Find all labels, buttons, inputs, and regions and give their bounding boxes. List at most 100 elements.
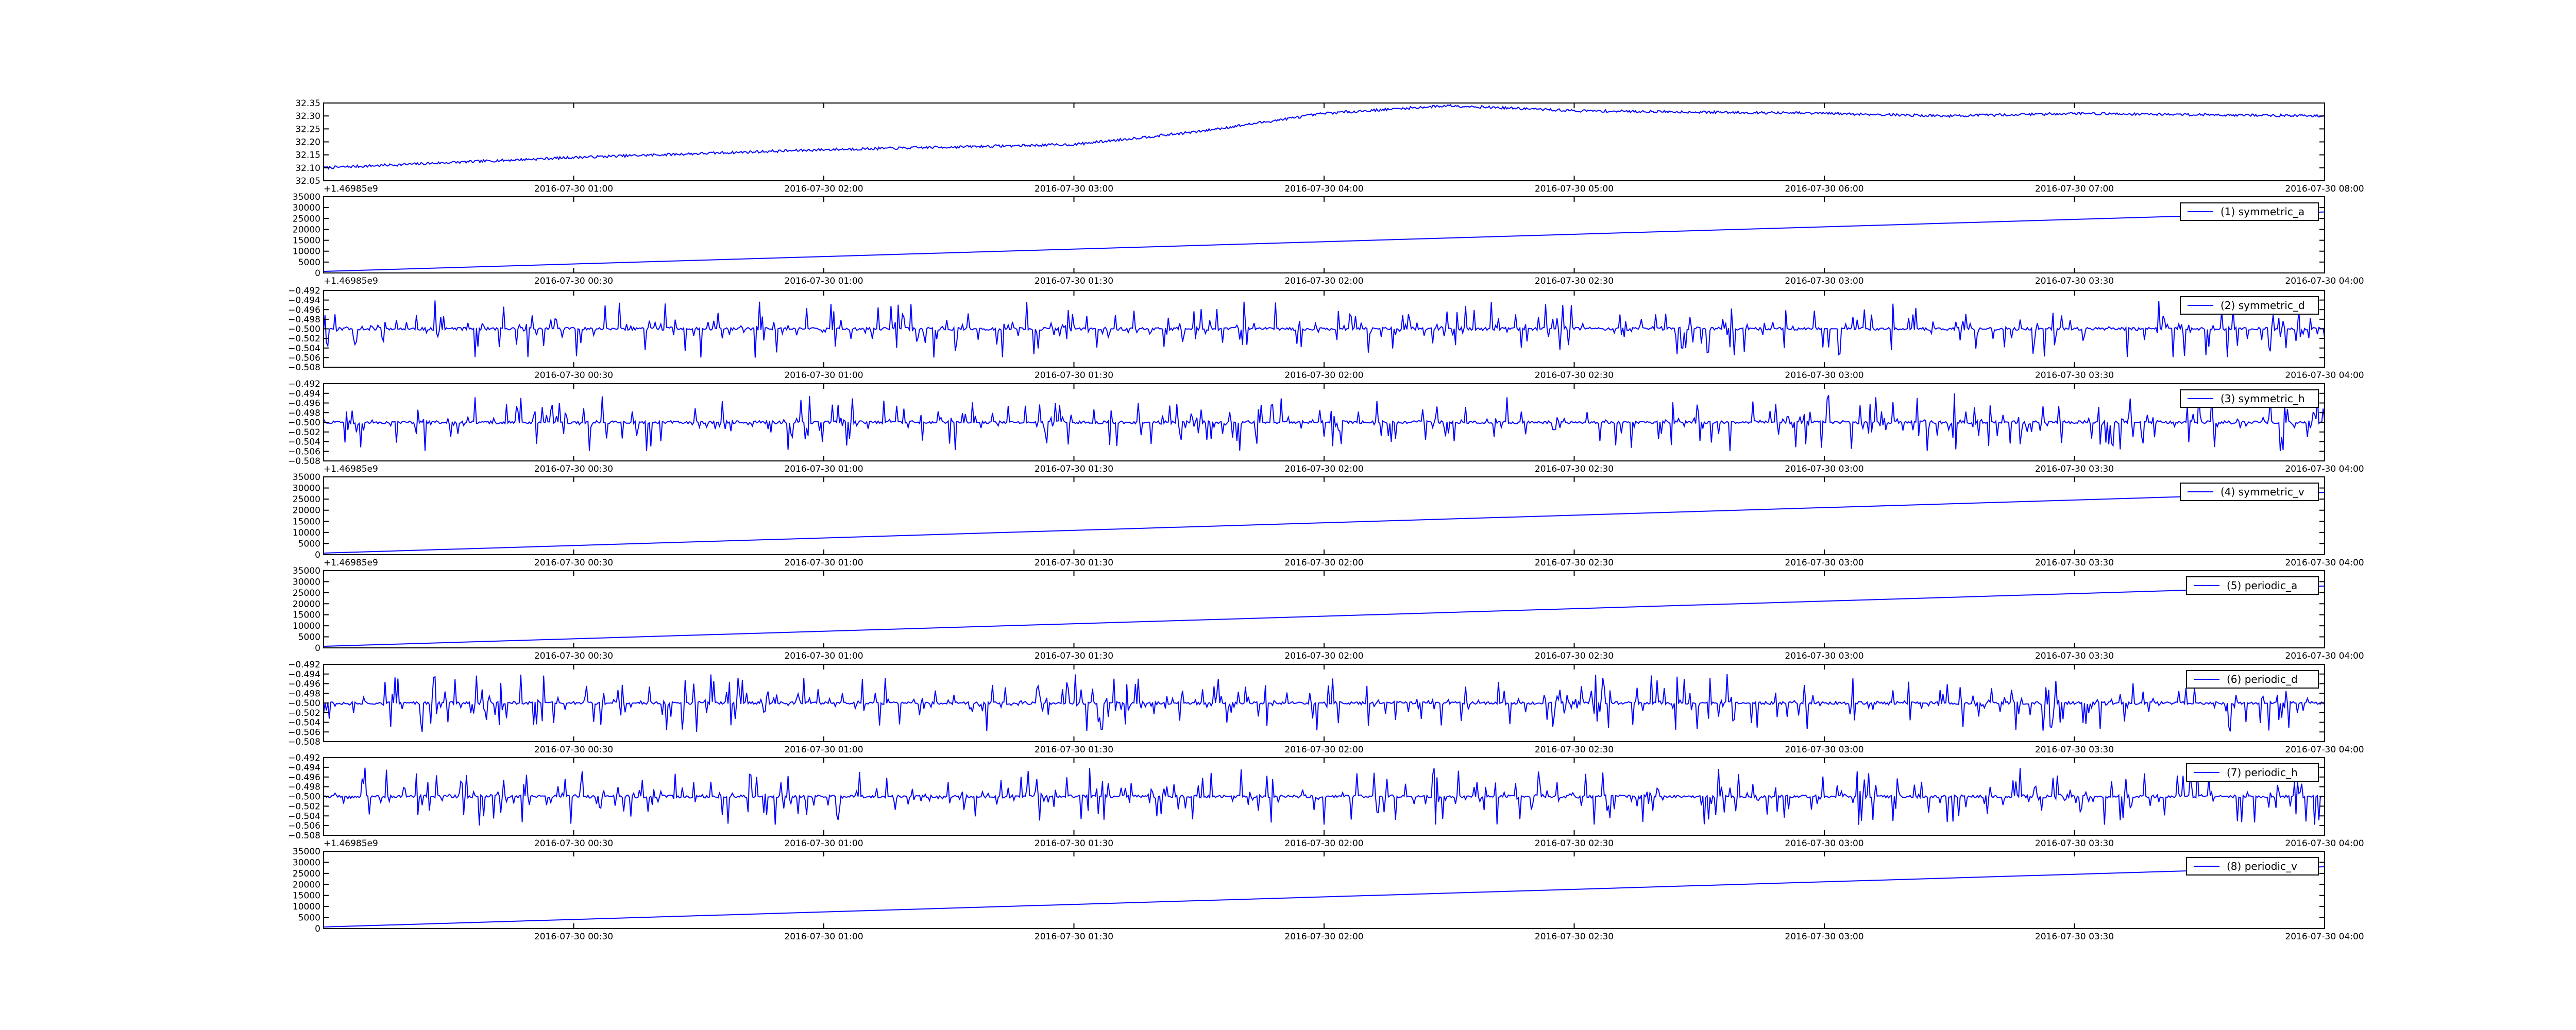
y-tick-label: 5000 [298, 539, 320, 549]
x-tick-label: 2016-07-30 01:30 [1035, 370, 1113, 381]
x-tick-label: 2016-07-30 01:00 [784, 464, 863, 474]
axes-frame [323, 851, 2325, 929]
y-tick-label: −0.504 [288, 344, 320, 354]
x-tick-label: 2016-07-30 04:00 [2285, 558, 2364, 568]
y-tick-label: 15000 [293, 891, 320, 901]
x-tick-label: 2016-07-30 02:30 [1535, 276, 1614, 286]
x-tick-label: 2016-07-30 03:30 [2035, 932, 2114, 942]
x-tick-label: 2016-07-30 02:00 [1284, 370, 1363, 381]
x-tick-label: 2016-07-30 06:00 [1785, 184, 1863, 194]
y-tick-label: −0.500 [288, 418, 320, 428]
subplot-8: −0.492−0.494−0.496−0.498−0.500−0.502−0.5… [288, 753, 2364, 849]
series-line-8 [324, 767, 2325, 826]
subplot-3: −0.492−0.494−0.496−0.498−0.500−0.502−0.5… [288, 286, 2364, 381]
x-tick-label: 2016-07-30 01:30 [1035, 558, 1113, 568]
x-tick-label: 2016-07-30 02:00 [784, 184, 863, 194]
y-tick-label: 25000 [293, 869, 320, 879]
x-tick-label: 2016-07-30 01:30 [1035, 276, 1113, 286]
x-tick-label: 2016-07-30 04:00 [2285, 932, 2364, 942]
x-tick-label: 2016-07-30 00:30 [534, 370, 613, 381]
y-tick-label: 35000 [293, 192, 320, 202]
legend-label: (4) symmetric_v [2221, 486, 2304, 498]
x-tick-label: 2016-07-30 03:00 [1035, 184, 1113, 194]
y-tick-label: 20000 [293, 880, 320, 890]
y-tick-label: 10000 [293, 528, 320, 538]
y-tick-label: 20000 [293, 225, 320, 235]
y-tick-label: −0.500 [288, 698, 320, 709]
y-tick-label: 32.25 [295, 124, 320, 134]
legend: (5) periodic_a [2186, 576, 2319, 595]
y-tick-label: −0.504 [288, 811, 320, 821]
y-tick-label: 5000 [298, 632, 320, 643]
legend-label: (7) periodic_h [2227, 766, 2298, 779]
x-tick-label: 2016-07-30 03:30 [2035, 651, 2114, 661]
y-tick-label: −0.508 [288, 737, 320, 747]
x-tick-label: 2016-07-30 01:00 [784, 745, 863, 755]
x-tick-label: 2016-07-30 03:00 [1785, 932, 1863, 942]
y-tick-label: 5000 [298, 258, 320, 268]
x-tick-label: 2016-07-30 01:00 [784, 370, 863, 381]
axes-frame [323, 570, 2325, 648]
y-tick-label: −0.494 [288, 670, 320, 680]
y-tick-label: 0 [315, 643, 320, 654]
x-tick-label: 2016-07-30 01:00 [784, 651, 863, 661]
y-tick-label: −0.506 [288, 353, 320, 363]
x-tick-label: 2016-07-30 04:00 [1284, 184, 1363, 194]
y-tick-label: −0.504 [288, 718, 320, 728]
x-tick-label: 2016-07-30 03:00 [1785, 464, 1863, 474]
y-tick-label: −0.502 [288, 427, 320, 438]
y-tick-label: −0.506 [288, 727, 320, 737]
legend: (2) symmetric_d [2180, 296, 2319, 315]
x-tick-label: 2016-07-30 03:00 [1785, 558, 1863, 568]
y-tick-label: −0.508 [288, 831, 320, 841]
y-tick-label: 25000 [293, 214, 320, 224]
x-tick-label: 2016-07-30 02:30 [1535, 838, 1614, 849]
y-tick-label: 32.35 [295, 98, 320, 109]
x-offset-label: +1.46985e9 [324, 838, 378, 849]
x-tick-label: 2016-07-30 01:30 [1035, 932, 1113, 942]
legend-label: (5) periodic_a [2227, 579, 2297, 592]
y-tick-label: 32.10 [295, 163, 320, 174]
x-tick-label: 2016-07-30 04:00 [2285, 651, 2364, 661]
y-tick-label: −0.492 [288, 660, 320, 670]
series-line-2 [324, 211, 2325, 272]
x-tick-label: 2016-07-30 02:30 [1535, 370, 1614, 381]
x-tick-label: 2016-07-30 02:00 [1284, 276, 1363, 286]
y-tick-label: −0.508 [288, 363, 320, 373]
x-tick-label: 2016-07-30 02:30 [1535, 558, 1614, 568]
x-tick-label: 2016-07-30 00:30 [534, 464, 613, 474]
y-tick-label: 10000 [293, 247, 320, 257]
x-tick-label: 2016-07-30 01:30 [1035, 745, 1113, 755]
x-tick-label: 2016-07-30 03:30 [2035, 838, 2114, 849]
x-tick-label: 2016-07-30 01:30 [1035, 651, 1113, 661]
x-tick-label: 2016-07-30 02:00 [1284, 745, 1363, 755]
y-tick-label: 32.05 [295, 176, 320, 186]
x-tick-label: 2016-07-30 02:30 [1535, 464, 1614, 474]
y-tick-label: −0.506 [288, 821, 320, 831]
x-tick-label: 2016-07-30 03:00 [1785, 276, 1863, 286]
series-line-3 [324, 300, 2325, 358]
legend: (3) symmetric_h [2180, 389, 2319, 408]
y-tick-label: −0.502 [288, 801, 320, 812]
y-tick-label: 32.15 [295, 150, 320, 161]
x-tick-label: 2016-07-30 03:30 [2035, 745, 2114, 755]
legend: (4) symmetric_v [2180, 483, 2319, 501]
subplot-1: 32.35 32.30 32.25 32.20 32.15 32.10 32.05 2016-… [295, 98, 2364, 194]
y-tick-label: −0.496 [288, 399, 320, 409]
y-tick-label: 15000 [293, 610, 320, 621]
x-tick-label: 2016-07-30 03:30 [2035, 464, 2114, 474]
y-tick-label: 30000 [293, 857, 320, 868]
legend: (6) periodic_d [2186, 670, 2319, 689]
x-tick-label: 2016-07-30 01:00 [784, 838, 863, 849]
legend: (8) periodic_v [2186, 857, 2319, 876]
x-tick-label: 2016-07-30 03:30 [2035, 276, 2114, 286]
y-tick-label: 5000 [298, 913, 320, 923]
x-offset-label: +1.46985e9 [324, 464, 378, 474]
series-line-4 [324, 393, 2325, 452]
legend: (7) periodic_h [2186, 763, 2319, 782]
y-tick-label: −0.498 [288, 782, 320, 793]
x-tick-label: 2016-07-30 03:00 [1785, 745, 1863, 755]
